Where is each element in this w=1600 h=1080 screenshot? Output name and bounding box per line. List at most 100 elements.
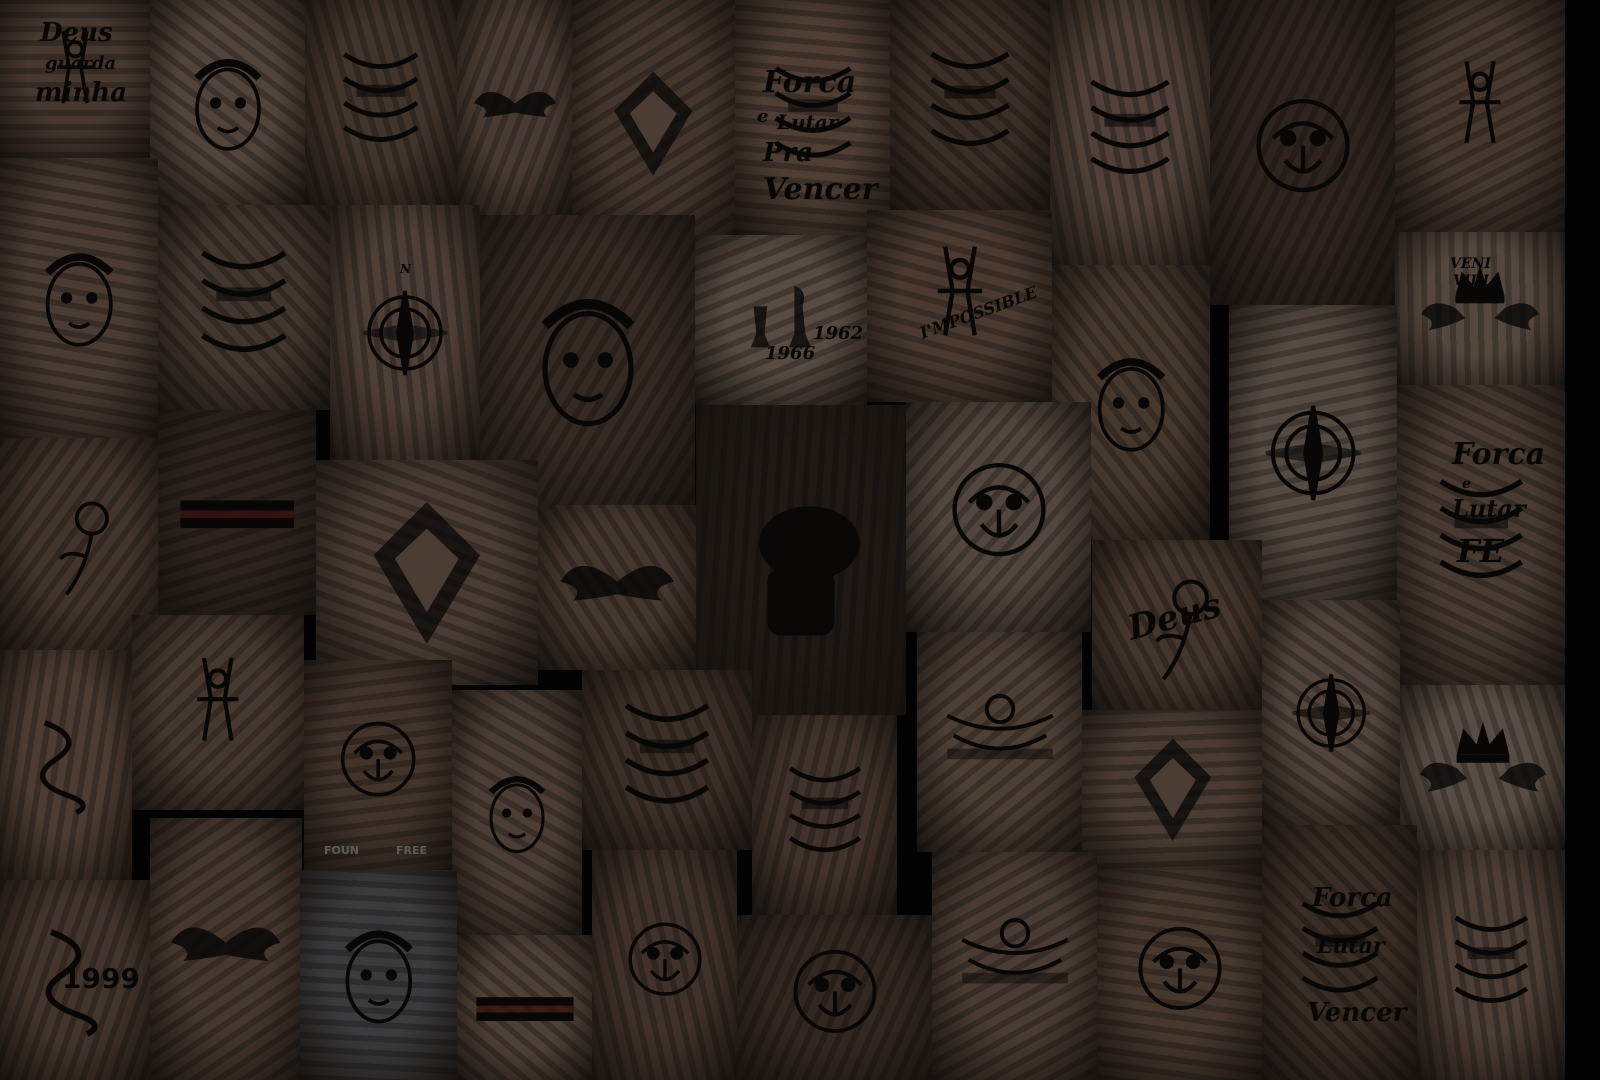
tattoo-photo-tiger-back: FOUN FREE xyxy=(304,660,452,870)
tattoo-photo-forearm-sleeve xyxy=(582,670,752,850)
tattoo-photo-lion-cross xyxy=(592,850,737,1080)
tattoo-lettering: 1962 xyxy=(813,323,864,344)
tattoo-photo-lion-sleeve xyxy=(1210,0,1395,305)
tattoo-photo-lion-cross-large xyxy=(1097,870,1262,1080)
tattoo-photo-indian-woman-sleeve xyxy=(0,158,158,438)
tattoo-photo-forearm-geometric xyxy=(1050,0,1210,265)
compass-icon xyxy=(1292,673,1370,752)
tattoo-photo-polynesian-chest xyxy=(572,0,735,247)
tattoo-photo-hand-tattoo xyxy=(1395,0,1565,232)
tattoo-lettering: Vencer xyxy=(763,172,878,207)
chess-icon xyxy=(751,286,811,348)
sleeve-icon xyxy=(201,250,287,352)
tattoo-lettering: Forca xyxy=(1452,437,1546,472)
compass-icon xyxy=(1265,405,1361,500)
tattoo-lettering: FOUN xyxy=(324,844,360,857)
sleeve-icon xyxy=(930,51,1010,146)
tattoo-photo-leg-sleeve-red xyxy=(752,715,897,915)
tattoo-photo-lettering-calf: Forca e Lutar FE xyxy=(1397,385,1565,685)
tattoo-photo-tattoo-artist-at-work xyxy=(696,405,906,715)
hand-icon xyxy=(1459,61,1501,144)
tattoo-photo-neck-lettering: Deus guarda minha xyxy=(0,0,150,158)
tattoo-photo-eagle-forearm xyxy=(457,0,572,215)
tattoo-lettering: 1966 xyxy=(765,343,816,364)
tattoo-photo-wings-chest xyxy=(150,818,302,1080)
crown-icon xyxy=(1419,721,1546,792)
sleeve-icon xyxy=(1090,79,1170,174)
tattoo-photo-armband xyxy=(158,410,316,615)
tattoo-photo-angel-sleeve xyxy=(452,690,582,935)
tattoo-photo-back-pool xyxy=(300,870,457,1080)
tattoo-photo-crown-wings xyxy=(1400,685,1565,850)
tattoo-photo-polynesian-shoulder xyxy=(1082,710,1264,870)
wings-icon xyxy=(171,927,281,962)
tribal-icon xyxy=(373,501,481,644)
tribal-icon xyxy=(1134,738,1212,842)
tattoo-lettering: FREE xyxy=(396,844,428,857)
tattoo-lettering: Deus xyxy=(40,18,113,48)
tattoo-photo-forearm-band xyxy=(457,935,592,1080)
rose-icon xyxy=(58,501,109,596)
tattoo-lettering: N xyxy=(400,262,411,276)
tattoo-lettering: minha xyxy=(35,78,128,108)
sleeve-icon xyxy=(343,51,419,142)
face-icon xyxy=(193,58,262,151)
artist-icon xyxy=(759,506,860,636)
lion-icon xyxy=(792,949,877,1033)
lion-icon xyxy=(627,922,702,996)
wings-icon xyxy=(473,91,556,117)
tattoo-photo-compass-lion-forearm: N xyxy=(330,205,480,460)
lion-icon xyxy=(951,462,1046,557)
band-icon xyxy=(475,996,574,1021)
lion-icon xyxy=(1137,926,1222,1010)
snake-icon xyxy=(40,720,86,815)
sleeve-icon xyxy=(624,703,710,804)
tattoo-lettering: Forca xyxy=(763,65,857,100)
lion-icon xyxy=(340,721,416,797)
tattoo-photo-chest-piece xyxy=(932,852,1097,1080)
tattoo-photo-neck-script: Deus xyxy=(1092,540,1262,710)
tattoo-lettering: Forca xyxy=(1312,883,1393,913)
tattoo-photo-zeus-forearm xyxy=(150,0,305,205)
tattoo-photo-chest-full xyxy=(917,632,1082,852)
tattoo-lettering: Lutar xyxy=(777,110,839,134)
tattoo-photo-lion-leg xyxy=(906,402,1091,632)
sleeve-icon xyxy=(1454,915,1528,1003)
tattoo-photo-calf-tribal xyxy=(305,0,457,205)
tattoo-photo-arm-sleeve xyxy=(158,205,330,410)
tattoo-lettering: Vencer xyxy=(1307,998,1407,1028)
tattoo-lettering: 1999 xyxy=(62,962,140,995)
face-icon xyxy=(344,930,413,1024)
face-icon xyxy=(488,775,546,853)
tattoo-photo-tribal-back xyxy=(316,460,538,685)
hand-icon xyxy=(197,657,239,741)
tattoo-photo-snake-hand xyxy=(0,650,132,880)
tattoo-photo-lion-calf xyxy=(737,915,932,1080)
tattoo-lettering: FE xyxy=(1457,532,1505,570)
band-icon xyxy=(180,499,294,528)
tribal-icon xyxy=(614,71,693,176)
tattoo-photo-shoulder-sleeve xyxy=(890,0,1050,210)
tattoo-photo-lettering-ribs: Forca e Lutar Pra Vencer xyxy=(735,0,890,235)
chest-icon xyxy=(960,917,1069,984)
tattoo-lettering: VICI xyxy=(1455,290,1491,306)
tattoo-photo-compass-calf xyxy=(1262,600,1400,825)
face-icon xyxy=(44,253,114,347)
tattoo-lettering: e xyxy=(1462,476,1471,492)
lion-icon xyxy=(1255,98,1350,192)
tattoo-photo-impossible-hand: I'MPOSSIBLE xyxy=(867,210,1052,402)
tattoo-lettering: Lutar xyxy=(1452,494,1526,523)
tattoo-lettering: VENI xyxy=(1450,256,1491,272)
tattoo-photo-lightning-1999: 1999 xyxy=(0,880,150,1080)
tattoo-lettering: Lutar xyxy=(1317,933,1385,959)
tattoo-lettering: guarda xyxy=(45,53,117,74)
tattoo-photo-laurel-leg: VENI VIDI VICI xyxy=(1395,232,1565,385)
tattoo-lettering: VIDI xyxy=(1453,273,1490,289)
tattoo-photo-forearm-script xyxy=(1417,850,1565,1080)
sleeve-icon xyxy=(788,766,861,852)
tattoo-photo-lettering-leg: Forca Lutar Vencer xyxy=(1262,825,1417,1080)
tattoo-photo-chest-wings xyxy=(538,505,696,670)
tattoo-photo-praying-hands-neck xyxy=(132,615,304,810)
tattoo-lettering: Pra xyxy=(763,138,814,168)
